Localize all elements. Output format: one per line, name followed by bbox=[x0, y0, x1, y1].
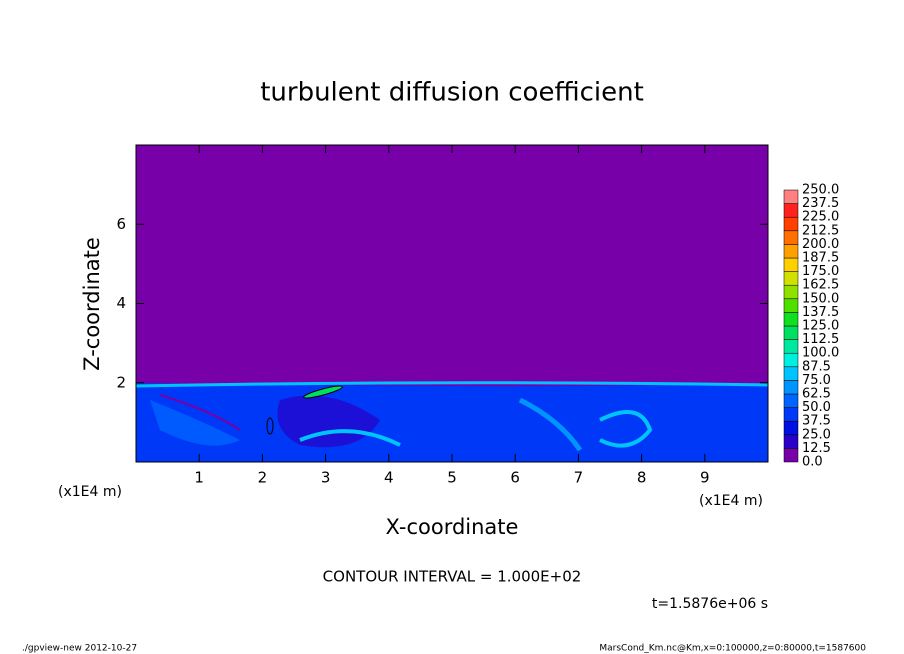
colorbar-label: 137.5 bbox=[802, 305, 839, 320]
colorbar-band bbox=[783, 366, 799, 381]
y-tick-label: 2 bbox=[116, 373, 126, 391]
x-tick-label: 1 bbox=[194, 469, 204, 487]
x-tick-label: 9 bbox=[700, 469, 710, 487]
colorbar-band bbox=[783, 216, 799, 232]
x-tick-label: 3 bbox=[321, 469, 331, 487]
colorbar-label: 187.5 bbox=[802, 251, 839, 266]
colorbar-label: 87.5 bbox=[802, 359, 831, 374]
colorbar-label: 250.0 bbox=[802, 183, 839, 198]
field bbox=[135, 145, 769, 462]
colorbar-band bbox=[783, 448, 799, 463]
colorbar-label: 25.0 bbox=[802, 427, 831, 442]
x-tick-label: 2 bbox=[258, 469, 268, 487]
footer-right: MarsCond_Km.nc@Km,x=0:100000,z=0:80000,t… bbox=[599, 644, 866, 654]
colorbar-band bbox=[783, 407, 799, 422]
colorbar-band bbox=[783, 393, 799, 408]
colorbar-band bbox=[783, 298, 799, 313]
colorbar-band bbox=[783, 271, 799, 286]
x-axis-label: X-coordinate bbox=[386, 515, 519, 539]
colorbar-label: 150.0 bbox=[802, 291, 839, 306]
y-tick-label: 4 bbox=[116, 294, 126, 312]
colorbar-label: 50.0 bbox=[802, 400, 831, 415]
colorbar-band bbox=[783, 339, 799, 354]
chart-title: turbulent diffusion coefficient bbox=[260, 78, 644, 108]
colorbar-label: 212.5 bbox=[802, 223, 839, 238]
colorbar-band bbox=[783, 380, 799, 395]
colorbar-band bbox=[783, 434, 799, 449]
footer-left: ./gpview-new 2012-10-27 bbox=[22, 644, 137, 654]
colorbar-band bbox=[783, 284, 799, 300]
axis-unit: (x1E4 m) bbox=[58, 484, 122, 500]
x-tick-label: 5 bbox=[447, 469, 457, 487]
colorbar-band bbox=[783, 203, 799, 218]
colorbar-band bbox=[783, 420, 799, 436]
colorbar-label: 100.0 bbox=[802, 346, 839, 361]
colorbar-label: 75.0 bbox=[802, 373, 831, 388]
colorbar-label: 37.5 bbox=[802, 414, 831, 429]
colorbar-band bbox=[783, 257, 799, 272]
x-tick-label: 4 bbox=[384, 469, 394, 487]
x-tick-label: 6 bbox=[510, 469, 520, 487]
colorbar-band bbox=[783, 244, 799, 259]
colorbar-label: 112.5 bbox=[802, 332, 839, 347]
colorbar-label: 237.5 bbox=[802, 196, 839, 211]
colorbar-label: 200.0 bbox=[802, 237, 839, 252]
colorbar-label: 162.5 bbox=[802, 278, 839, 293]
contour-interval: CONTOUR INTERVAL = 1.000E+02 bbox=[323, 568, 582, 586]
colorbar-band bbox=[783, 230, 799, 245]
time-label: t=1.5876e+06 s bbox=[652, 596, 768, 612]
colorbar-band bbox=[783, 325, 799, 340]
colorbar-band bbox=[783, 189, 799, 204]
colorbar-label: 0.0 bbox=[802, 455, 823, 470]
colorbar-label: 175.0 bbox=[802, 264, 839, 279]
colorbar-band bbox=[783, 312, 799, 327]
colorbar-label: 62.5 bbox=[802, 387, 831, 402]
axis-unit: (x1E4 m) bbox=[699, 493, 763, 509]
colorbar-label: 125.0 bbox=[802, 319, 839, 334]
colorbar-band bbox=[783, 352, 799, 368]
colorbar-label: 225.0 bbox=[802, 210, 839, 225]
x-tick-label: 8 bbox=[637, 469, 647, 487]
y-axis-label: Z-coordinate bbox=[80, 237, 104, 371]
y-tick-label: 6 bbox=[116, 215, 126, 233]
x-tick-label: 7 bbox=[574, 469, 584, 487]
colorbar-label: 12.5 bbox=[802, 441, 831, 456]
